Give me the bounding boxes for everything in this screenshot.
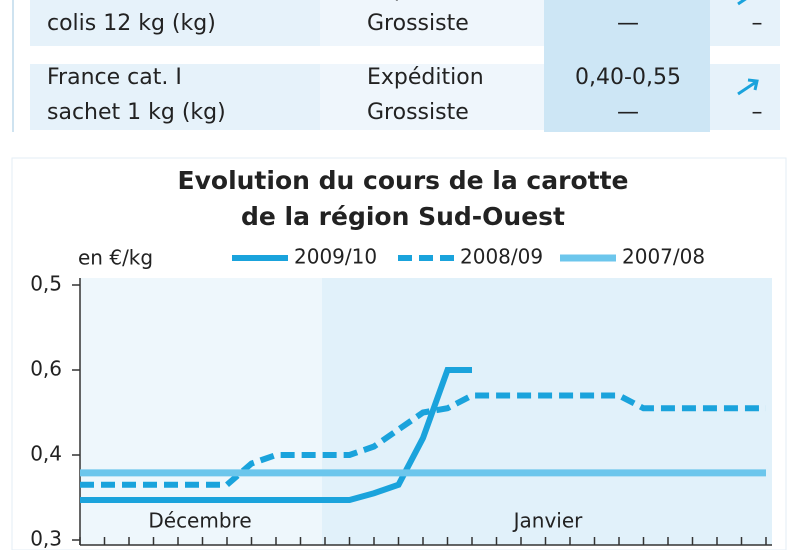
price: — xyxy=(617,100,639,125)
price: — xyxy=(617,11,639,36)
month-label: Janvier xyxy=(512,509,584,533)
price-col xyxy=(544,0,710,132)
table-border xyxy=(12,0,14,132)
y-tick-label: 0,3 xyxy=(30,527,62,550)
chart-title: Evolution du cours de la carotte xyxy=(178,166,629,195)
month-label: Décembre xyxy=(148,509,251,533)
y-tick-label: 0,6 xyxy=(30,357,62,381)
col-bg xyxy=(320,0,544,132)
product: sachet 1 kg (kg) xyxy=(47,100,226,125)
price: 0,40-0,55 xyxy=(575,65,681,90)
stage: Expédition xyxy=(367,0,484,2)
product: France cat. I xyxy=(47,0,182,2)
trend: – xyxy=(752,100,763,125)
y-axis-label: en €/kg xyxy=(78,246,153,270)
series-line xyxy=(80,392,766,488)
stage: Expédition xyxy=(367,65,484,90)
trend-arrow xyxy=(737,78,759,96)
y-tick-label: 0,4 xyxy=(30,442,62,466)
legend-label: 2008/09 xyxy=(460,245,543,269)
series-line xyxy=(80,367,472,504)
price: 0,40-0,55 xyxy=(575,0,681,2)
legend-label: 2007/08 xyxy=(622,245,705,269)
trend: – xyxy=(752,11,763,36)
plot-region xyxy=(80,278,322,545)
y-tick-label: 0,5 xyxy=(30,272,62,296)
stage: Grossiste xyxy=(367,11,469,36)
trend-arrow xyxy=(737,0,747,6)
chart-title: de la région Sud-Ouest xyxy=(241,202,565,231)
plot-region xyxy=(322,278,772,545)
product: colis 12 kg (kg) xyxy=(47,11,216,36)
product: France cat. I xyxy=(47,65,182,90)
legend-label: 2009/10 xyxy=(294,245,377,269)
stage: Grossiste xyxy=(367,100,469,125)
